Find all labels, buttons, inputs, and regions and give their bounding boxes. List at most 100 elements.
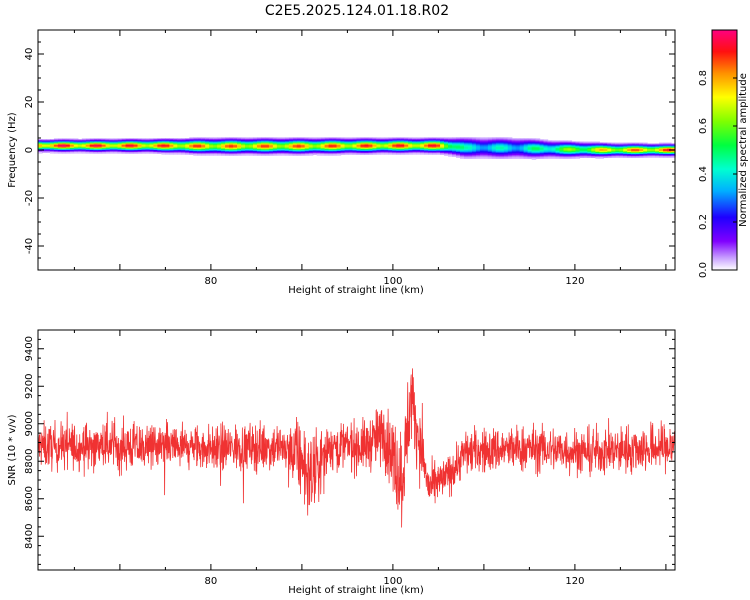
spectrogram-cell [531, 139, 537, 141]
spectrogram-cell [288, 148, 294, 151]
spectrogram-cell [623, 154, 628, 156]
spectrogram-cell [376, 150, 381, 153]
spectrogram-cell [137, 145, 143, 148]
spectrogram-cell [189, 153, 194, 155]
spectrogram-cell [141, 149, 147, 152]
spectrogram-cell [460, 148, 465, 151]
spectrogram-cell [93, 143, 99, 146]
spectrogram-cell [452, 143, 457, 146]
spectrogram-cell [264, 142, 270, 145]
spectrogram-cell [169, 138, 174, 140]
spectrogram-cell [619, 150, 624, 153]
spectrogram-cell [531, 140, 537, 142]
spectrogram-cell [161, 151, 166, 154]
spectrogram-cell [256, 147, 262, 150]
spectrogram-cell [503, 143, 509, 146]
spectrogram-cell [153, 148, 159, 151]
spectrogram-cell [38, 149, 43, 152]
spectrogram-cell [221, 153, 226, 155]
spectrogram-cell [571, 145, 577, 148]
spectrogram-cell [97, 146, 103, 149]
spectrogram-cell [245, 153, 250, 155]
spectrogram-cell [264, 151, 270, 154]
spectrogram-cell [647, 156, 652, 158]
spectrogram-cell [667, 143, 672, 146]
spectrogram-cell [424, 140, 429, 142]
spectrogram-cell [627, 151, 632, 154]
spectrogram-cell [209, 143, 214, 146]
spectrogram-cell [340, 141, 346, 144]
spectrogram-cell [113, 144, 119, 147]
spectrogram-cell [460, 149, 465, 152]
spectrogram-cell [523, 139, 529, 141]
spectrogram-cell [125, 146, 131, 149]
spectrogram-cell [109, 142, 115, 145]
spectrogram-cell [344, 143, 350, 146]
spectrogram-cell [284, 140, 290, 142]
spectrogram-cell [511, 145, 517, 148]
spectrogram-cell [221, 150, 226, 153]
spectrogram-cell [340, 153, 346, 155]
spectrogram-cell [340, 145, 346, 148]
spectrogram-cell [448, 140, 453, 142]
spectrogram-cell [45, 150, 51, 153]
spectrogram-cell [125, 151, 131, 154]
spectrogram-cell [249, 151, 254, 154]
spectrogram-cell [217, 144, 222, 147]
spectrogram-cell [260, 143, 266, 146]
spectrogram-cell [233, 143, 238, 146]
spectrogram-cell [611, 155, 616, 157]
spectrogram-cell [145, 139, 151, 141]
spectrogram-cell [38, 146, 43, 149]
spectrogram-cell [396, 140, 401, 142]
spectrogram-cell [428, 147, 433, 150]
spectrogram-cell [292, 151, 298, 154]
spectrogram-cell [416, 140, 421, 142]
spectrogram-cell [81, 139, 87, 141]
spectrogram-cell [479, 144, 485, 147]
spectrogram-cell [344, 153, 350, 155]
spectrogram-cell [420, 150, 425, 153]
spectrogram-cell [563, 145, 569, 148]
spectrogram-cell [356, 147, 362, 150]
spectrogram-cell [141, 138, 147, 140]
spectrogram-cell [627, 155, 632, 157]
spectrogram-cell [583, 149, 589, 152]
spectrogram-cell [444, 146, 449, 149]
spectrogram-cell [424, 143, 429, 146]
spectrogram-cell [201, 147, 206, 150]
spectrogram-cell [296, 150, 302, 153]
spectrogram-cell [499, 146, 505, 149]
spectrogram-cell [264, 138, 270, 140]
spectrogram-cell [571, 144, 577, 147]
spectrogram-cell [181, 148, 186, 151]
spectrogram-cell [165, 138, 170, 140]
snr-x-tick-label: 100 [383, 576, 402, 587]
spectrogram-cell [547, 157, 553, 159]
spectrogram-cell [607, 146, 612, 149]
spectrogram-cell [296, 149, 302, 152]
spectrogram-cell [559, 149, 565, 152]
spectrogram-cell [165, 149, 170, 152]
spectrogram-cell [623, 153, 628, 155]
spectrogram-cell [432, 153, 437, 155]
spectrogram-cell [249, 148, 254, 151]
spectrogram-cell [507, 150, 513, 153]
spectrogram-cell [252, 151, 258, 154]
spectrogram-cell [599, 146, 604, 149]
spectrogram-cell [547, 144, 553, 147]
spectrogram-cell [428, 144, 433, 147]
spectrogram-cell [276, 137, 282, 139]
spectrogram-cell [145, 140, 151, 142]
spectrogram-cell [229, 138, 234, 140]
spectrogram-cell [237, 145, 242, 148]
spectrogram-cell [65, 142, 71, 145]
spectrogram-cell [245, 154, 250, 156]
spectrogram-cell [527, 153, 533, 155]
spectrogram-cell [543, 141, 549, 144]
spectrogram-cell [69, 147, 75, 150]
spectrogram-cell [380, 145, 385, 148]
spectrogram-cell [217, 142, 222, 145]
spectrogram-cell [619, 153, 624, 155]
